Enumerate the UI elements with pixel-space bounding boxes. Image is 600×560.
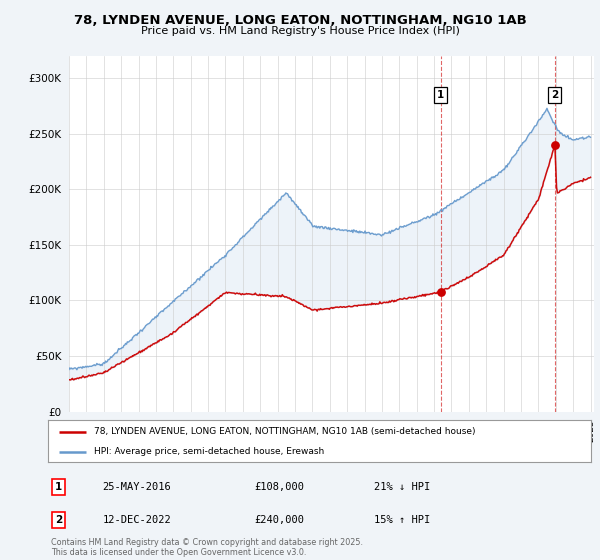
Text: 1: 1 (437, 90, 444, 100)
Text: Contains HM Land Registry data © Crown copyright and database right 2025.
This d: Contains HM Land Registry data © Crown c… (51, 538, 363, 557)
Text: 15% ↑ HPI: 15% ↑ HPI (374, 515, 430, 525)
Text: 25-MAY-2016: 25-MAY-2016 (103, 482, 171, 492)
Text: 21% ↓ HPI: 21% ↓ HPI (374, 482, 430, 492)
Text: 2: 2 (55, 515, 62, 525)
Text: 78, LYNDEN AVENUE, LONG EATON, NOTTINGHAM, NG10 1AB: 78, LYNDEN AVENUE, LONG EATON, NOTTINGHA… (74, 14, 526, 27)
Text: 78, LYNDEN AVENUE, LONG EATON, NOTTINGHAM, NG10 1AB (semi-detached house): 78, LYNDEN AVENUE, LONG EATON, NOTTINGHA… (94, 427, 476, 436)
Point (436, 287, 445, 296)
Text: 12-DEC-2022: 12-DEC-2022 (103, 515, 171, 525)
Text: Price paid vs. HM Land Registry's House Price Index (HPI): Price paid vs. HM Land Registry's House … (140, 26, 460, 36)
Text: 2: 2 (551, 90, 559, 100)
Text: 1: 1 (55, 482, 62, 492)
Point (550, 141, 560, 150)
Text: £108,000: £108,000 (254, 482, 304, 492)
Text: £240,000: £240,000 (254, 515, 304, 525)
Text: HPI: Average price, semi-detached house, Erewash: HPI: Average price, semi-detached house,… (94, 447, 325, 456)
